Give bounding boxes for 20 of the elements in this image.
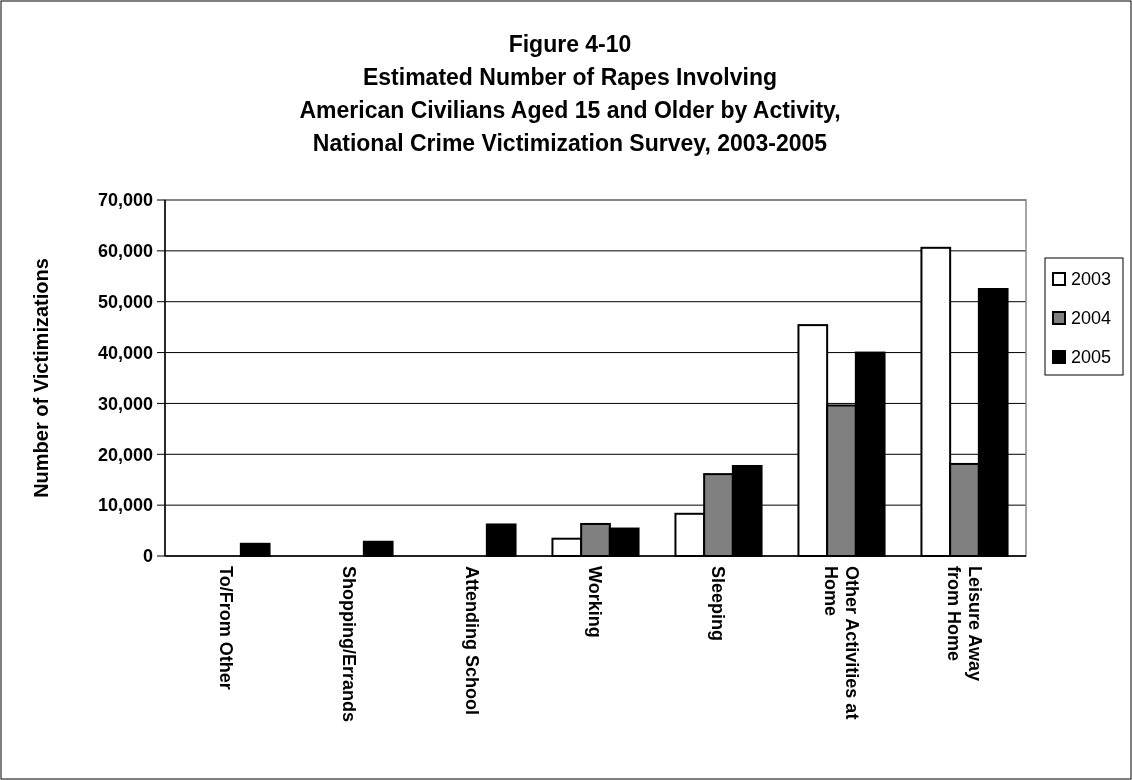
y-tick-label: 70,000 [97,190,153,211]
y-tick-label: 10,000 [97,495,153,516]
y-tick-label: 30,000 [97,393,153,414]
y-axis-title: Number of Victimizations [30,258,52,498]
x-tick-label: Sleeping [708,566,729,642]
legend-label: 2005 [1071,347,1112,368]
x-tick-label: To/From Other [216,566,237,690]
x-tick-label: Leisure Away from Home [943,566,985,682]
x-tick-label: Other Activities at Home [820,566,862,720]
y-tick-label: 60,000 [97,241,153,262]
legend-label: 2003 [1071,269,1112,290]
x-tick-label: Attending School [462,566,483,715]
y-tick-label: 0 [142,546,153,567]
legend-label: 2004 [1071,308,1112,329]
x-tick-label: Shopping/Errands [339,566,360,723]
chart-title: Figure 4-10 Estimated Number of Rapes Involving American Civilians Aged 15 and Older by Activity, National Crime Victimization Survey, 2003-2005 [299,31,841,156]
y-tick-label: 40,000 [97,342,153,363]
y-tick-label: 20,000 [97,444,153,465]
x-tick-label: Working [585,566,606,638]
y-tick-label: 50,000 [97,292,153,313]
